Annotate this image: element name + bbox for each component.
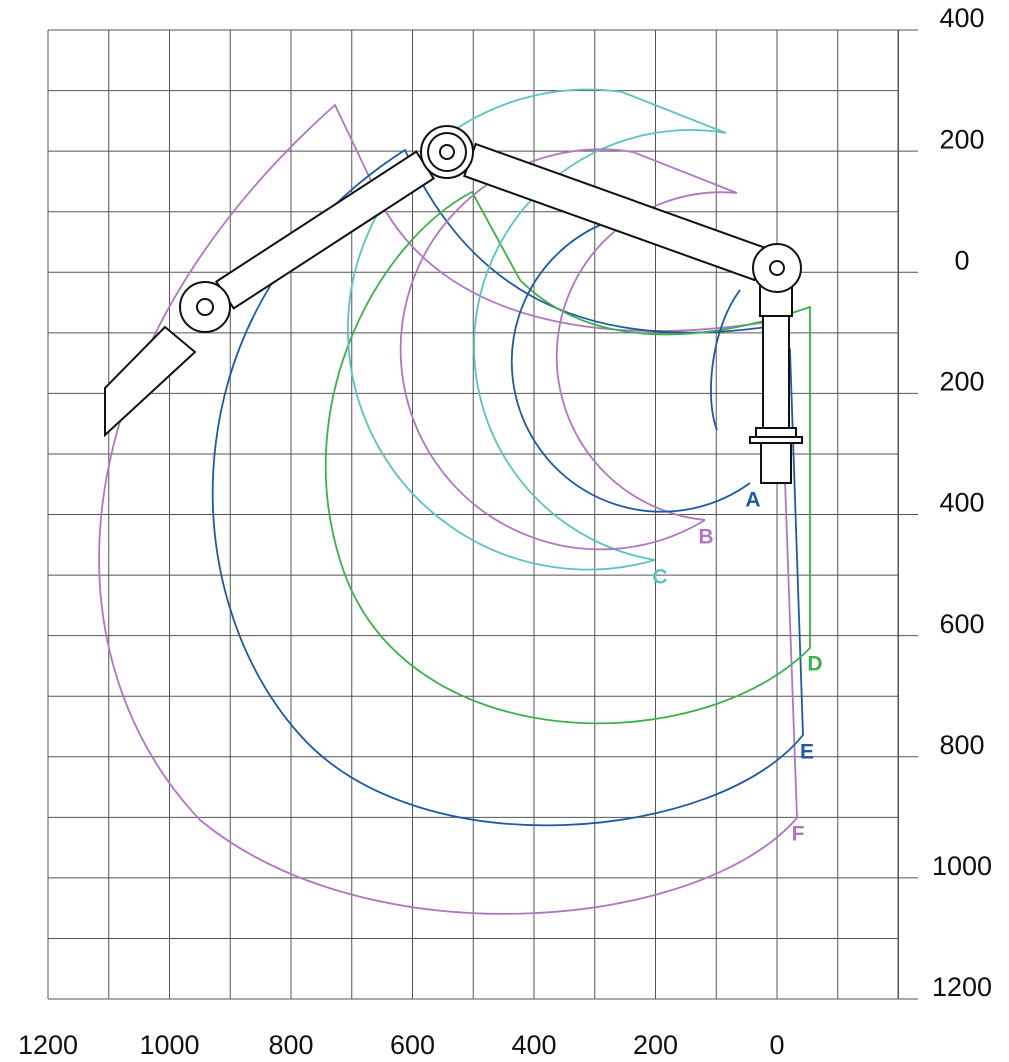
curve-label: E: [800, 741, 814, 764]
y-tick-label: 800: [939, 730, 984, 760]
x-tick-label: 600: [390, 1030, 435, 1060]
y-tick-label: 400: [939, 488, 984, 518]
y-tick-label: 200: [939, 124, 984, 154]
curve-c: [347, 88, 727, 571]
x-tick-label: 1200: [18, 1030, 78, 1060]
curve-label: A: [745, 489, 760, 512]
curve-label: C: [652, 566, 667, 589]
curve-d: [324, 190, 811, 725]
curve-f: [98, 103, 798, 915]
curve-label: B: [698, 526, 713, 549]
x-tick-label: 200: [633, 1030, 678, 1060]
y-tick-label: 400: [939, 3, 984, 33]
y-tick-label: 0: [954, 245, 969, 275]
x-tick-label: 400: [511, 1030, 556, 1060]
curve-label: D: [807, 653, 822, 676]
curve-e: [211, 148, 804, 827]
curve-label: F: [792, 823, 805, 846]
y-tick-label: 1200: [932, 972, 992, 1002]
curve-a: [510, 224, 751, 513]
x-tick-label: 1000: [139, 1030, 199, 1060]
curve-b: [399, 148, 738, 551]
arm: [104, 125, 803, 484]
x-tick-label: 800: [268, 1030, 313, 1060]
x-tick-label: 0: [769, 1030, 784, 1060]
y-tick-label: 1000: [932, 851, 992, 881]
y-tick-label: 200: [939, 367, 984, 397]
y-tick-label: 600: [939, 609, 984, 639]
